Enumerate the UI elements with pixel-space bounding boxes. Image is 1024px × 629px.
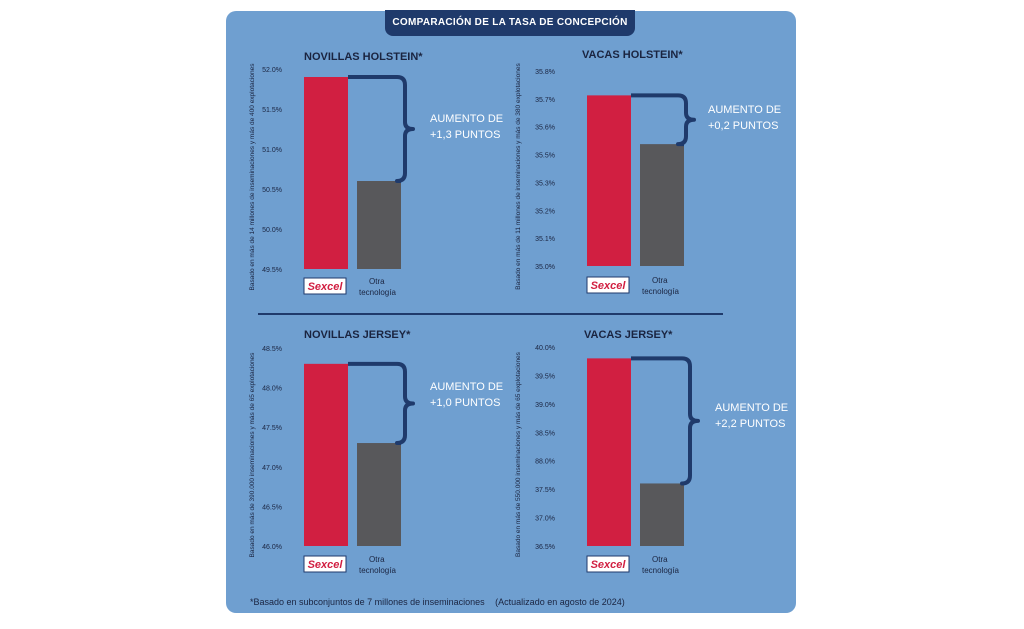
chart-title: NOVILLAS JERSEY* bbox=[304, 329, 411, 341]
y-tick-label: 50.0% bbox=[262, 227, 282, 234]
annotation-line-2: +0,2 PUNTOS bbox=[708, 120, 778, 132]
y-tick-label: 37.5% bbox=[535, 487, 555, 494]
footnote-updated: (Actualizado en agosto de 2024) bbox=[495, 597, 625, 607]
annotation-line-1: AUMENTO DE bbox=[430, 113, 503, 125]
y-tick-label: 49.5% bbox=[262, 267, 282, 274]
chart-title: VACAS JERSEY* bbox=[584, 329, 673, 341]
chart-title: NOVILLAS HOLSTEIN* bbox=[304, 51, 423, 63]
annotation-line-1: AUMENTO DE bbox=[430, 381, 503, 393]
y-axis-label: Basado en más de 550.000 inseminaciones … bbox=[515, 351, 522, 557]
y-tick-label: 39.0% bbox=[535, 402, 555, 409]
y-axis-label: Basado en más de 14 millones de insemina… bbox=[249, 63, 256, 291]
y-tick-label: 50.5% bbox=[262, 187, 282, 194]
y-axis-label: Basado en más de 390.000 inseminaciones … bbox=[249, 352, 256, 558]
category-other-line-1: Otra bbox=[369, 555, 385, 564]
difference-brace bbox=[348, 75, 415, 183]
y-tick-label: 35.2% bbox=[535, 208, 555, 215]
main-title: COMPARACIÓN DE LA TASA DE CONCEPCIÓN bbox=[385, 10, 635, 36]
y-tick-label: 47.5% bbox=[262, 425, 282, 432]
difference-brace bbox=[631, 93, 696, 147]
category-other-line-1: Otra bbox=[652, 555, 668, 564]
panel-divider bbox=[258, 313, 723, 315]
y-tick-label: 39.5% bbox=[535, 373, 555, 380]
y-tick-label: 35.1% bbox=[535, 236, 555, 243]
annotation-line-1: AUMENTO DE bbox=[708, 104, 781, 116]
y-tick-label: 37.0% bbox=[535, 516, 555, 523]
category-other-line-2: tecnología bbox=[642, 566, 679, 575]
annotation-line-2: +1,3 PUNTOS bbox=[430, 129, 500, 141]
footnote-basis: *Basado en subconjuntos de 7 millones de… bbox=[250, 597, 485, 607]
y-tick-label: 52.0% bbox=[262, 67, 282, 74]
y-tick-label: 35.6% bbox=[535, 125, 555, 132]
bar-sexcel bbox=[304, 363, 348, 546]
y-tick-label: 51.5% bbox=[262, 107, 282, 114]
difference-brace bbox=[348, 361, 415, 446]
chart-title: VACAS HOLSTEIN* bbox=[582, 49, 683, 61]
y-tick-label: 35.5% bbox=[535, 153, 555, 160]
category-other-line-2: tecnología bbox=[359, 566, 396, 575]
bar-other bbox=[357, 443, 401, 546]
y-tick-label: 46.5% bbox=[262, 504, 282, 511]
y-tick-label: 48.0% bbox=[262, 386, 282, 393]
bar-sexcel bbox=[304, 77, 348, 269]
annotation-line-2: +1,0 PUNTOS bbox=[430, 397, 500, 409]
sexcel-logo-text: Sexcel bbox=[591, 280, 627, 292]
category-other-line-2: tecnología bbox=[642, 287, 679, 296]
sexcel-logo-box bbox=[586, 276, 630, 294]
y-tick-label: 51.0% bbox=[262, 147, 282, 154]
bar-other bbox=[357, 181, 401, 269]
y-tick-label: 40.0% bbox=[535, 345, 555, 352]
bar-other bbox=[640, 144, 684, 266]
y-tick-label: 38.5% bbox=[535, 430, 555, 437]
y-tick-label: 36.5% bbox=[535, 544, 555, 551]
y-tick-label: 47.0% bbox=[262, 465, 282, 472]
category-other-line-1: Otra bbox=[369, 277, 385, 286]
y-tick-label: 35.0% bbox=[535, 264, 555, 271]
difference-brace bbox=[631, 356, 700, 486]
y-tick-label: 88.0% bbox=[535, 459, 555, 466]
y-axis-label: Basado en más de 11 millones de insemina… bbox=[515, 63, 522, 290]
sexcel-logo-box bbox=[303, 277, 347, 295]
bar-other bbox=[640, 483, 684, 546]
footnote: *Basado en subconjuntos de 7 millones de… bbox=[250, 597, 625, 607]
sexcel-logo-text: Sexcel bbox=[308, 559, 344, 571]
y-tick-label: 46.0% bbox=[262, 544, 282, 551]
sexcel-logo-text: Sexcel bbox=[308, 281, 344, 293]
annotation-line-1: AUMENTO DE bbox=[715, 402, 788, 414]
bar-sexcel bbox=[587, 358, 631, 546]
sexcel-logo-box bbox=[303, 555, 347, 573]
category-other-line-1: Otra bbox=[652, 276, 668, 285]
category-other-line-2: tecnología bbox=[359, 288, 396, 297]
bar-sexcel bbox=[587, 95, 631, 266]
sexcel-logo-text: Sexcel bbox=[591, 559, 627, 571]
y-tick-label: 35.8% bbox=[535, 69, 555, 76]
y-tick-label: 48.5% bbox=[262, 346, 282, 353]
sexcel-logo-box bbox=[586, 555, 630, 573]
y-tick-label: 35.7% bbox=[535, 97, 555, 104]
y-tick-label: 35.3% bbox=[535, 180, 555, 187]
annotation-line-2: +2,2 PUNTOS bbox=[715, 418, 785, 430]
